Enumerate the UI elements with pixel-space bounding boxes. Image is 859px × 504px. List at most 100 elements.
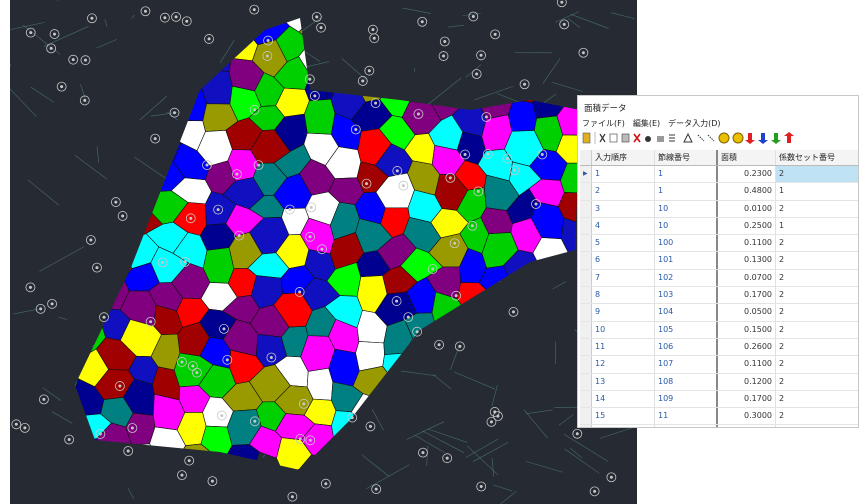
table-cell[interactable]: 10 — [655, 217, 718, 235]
table-cell[interactable]: 2 — [776, 287, 858, 303]
table-cell[interactable]: 1 — [776, 218, 858, 234]
table-cell[interactable]: 0.2600 — [718, 338, 776, 356]
table-cell[interactable]: 8 — [592, 287, 655, 304]
table-cell[interactable]: 16 — [592, 425, 655, 427]
menu-item[interactable]: ファイル(F) — [582, 119, 625, 128]
table-cell[interactable]: 0.0700 — [718, 269, 776, 287]
table-cell[interactable]: 108 — [655, 373, 718, 390]
table-row[interactable]: 13 108 0.1200 2 — [580, 373, 858, 391]
tool-icon[interactable] — [621, 133, 630, 143]
table-cell[interactable]: 0.1500 — [718, 321, 776, 338]
table-cell[interactable]: 3 — [592, 200, 655, 217]
table-cell[interactable]: 100 — [655, 235, 718, 252]
table-cell[interactable]: 5 — [592, 235, 655, 252]
table-cell[interactable]: 12 — [592, 356, 655, 373]
table-cell[interactable]: 0.0500 — [718, 304, 776, 321]
table-cell[interactable]: 110 — [655, 425, 718, 427]
column-header[interactable]: 係数セット番号 — [776, 150, 858, 165]
table-cell[interactable]: 103 — [655, 287, 718, 304]
table-cell[interactable]: 0.3000 — [718, 408, 776, 425]
column-header[interactable]: 面積 — [718, 150, 776, 165]
table-cell[interactable]: 11 — [592, 338, 655, 356]
table-cell[interactable]: 1 — [655, 166, 718, 183]
tool-icon[interactable] — [697, 134, 715, 142]
table-cell[interactable]: 9 — [592, 304, 655, 321]
tool-icon[interactable] — [669, 134, 675, 142]
table-cell[interactable]: 15 — [592, 408, 655, 425]
table-row[interactable]: 12 107 0.1100 2 — [580, 356, 858, 374]
table-cell[interactable]: 2 — [776, 166, 858, 183]
column-header[interactable]: 入力順序 — [592, 150, 655, 165]
table-cell[interactable]: 0.2500 — [718, 217, 776, 235]
table-cell[interactable]: 2 — [776, 235, 858, 251]
table-row[interactable]: ▶ 1 1 0.2300 2 — [580, 166, 858, 184]
tool-icon[interactable] — [609, 133, 618, 143]
table-cell[interactable]: 14 — [592, 390, 655, 408]
table-cell[interactable]: 2 — [776, 408, 858, 424]
table-row[interactable]: 7 102 0.0700 2 — [580, 269, 858, 288]
table-row[interactable]: 4 10 0.2500 1 — [580, 217, 858, 236]
table-cell[interactable]: 102 — [655, 269, 718, 287]
table-cell[interactable]: 1 — [592, 166, 655, 183]
tool-icon[interactable] — [582, 132, 591, 144]
table-cell[interactable]: 0.1200 — [718, 373, 776, 390]
table-cell[interactable]: 7 — [592, 269, 655, 287]
table-cell[interactable]: 10 — [592, 321, 655, 338]
table-cell[interactable]: 1 — [655, 183, 718, 200]
tool-icon[interactable] — [683, 132, 693, 143]
table-cell[interactable]: 2 — [776, 252, 858, 268]
table-cell[interactable]: 2 — [592, 183, 655, 200]
table-cell[interactable]: 0.1700 — [718, 287, 776, 304]
table-cell[interactable]: 0.2300 — [718, 166, 776, 183]
table-cell[interactable]: 13 — [592, 373, 655, 390]
tool-icon[interactable] — [771, 133, 781, 144]
table-row[interactable]: 2 1 0.4800 1 — [580, 183, 858, 201]
table-cell[interactable]: 2 — [776, 322, 858, 338]
table-cell[interactable]: 2 — [776, 270, 858, 286]
tool-icon[interactable] — [657, 136, 664, 142]
table-cell[interactable]: 6 — [592, 252, 655, 269]
table-cell[interactable]: 2 — [776, 356, 858, 372]
tool-icon[interactable] — [784, 132, 794, 143]
table-cell[interactable]: 2 — [776, 374, 858, 390]
menu-item[interactable]: データ入力(D) — [668, 119, 721, 128]
table-row[interactable]: 15 11 0.3000 2 — [580, 408, 858, 426]
tool-icon[interactable] — [745, 133, 755, 144]
table-row[interactable]: 9 104 0.0500 2 — [580, 304, 858, 322]
tool-icon[interactable] — [718, 132, 730, 144]
table-row[interactable]: 10 105 0.1500 2 — [580, 321, 858, 339]
table-cell[interactable]: 0.1100 — [718, 235, 776, 252]
table-cell[interactable]: 0.1100 — [718, 356, 776, 373]
tool-icon[interactable] — [633, 133, 641, 143]
table-row[interactable]: 14 109 0.1700 2 — [580, 390, 858, 409]
tool-icon[interactable] — [599, 133, 606, 143]
table-cell[interactable]: 2 — [776, 339, 858, 355]
table-row[interactable]: 6 101 0.1300 2 — [580, 252, 858, 270]
table-cell[interactable]: 11 — [655, 408, 718, 425]
table-cell[interactable]: 2 — [776, 425, 858, 427]
table-cell[interactable]: 1 — [776, 183, 858, 199]
table-cell[interactable]: 105 — [655, 321, 718, 338]
table-cell[interactable]: 2 — [776, 304, 858, 320]
table-cell[interactable]: 104 — [655, 304, 718, 321]
tool-icon[interactable] — [732, 132, 744, 144]
table-cell[interactable]: 0.1700 — [718, 390, 776, 408]
table-row[interactable]: 5 100 0.1100 2 — [580, 235, 858, 253]
table-cell[interactable]: 107 — [655, 356, 718, 373]
tool-icon[interactable] — [645, 136, 651, 142]
table-cell[interactable]: 2 — [776, 201, 858, 217]
column-header[interactable]: 節線番号 — [655, 150, 718, 165]
table-cell[interactable]: 101 — [655, 252, 718, 269]
table-row[interactable]: 11 106 0.2600 2 — [580, 338, 858, 357]
table-cell[interactable]: 0.4800 — [718, 183, 776, 200]
table-cell[interactable]: 109 — [655, 390, 718, 408]
table-cell[interactable]: 4 — [592, 217, 655, 235]
table-cell[interactable]: 2 — [776, 391, 858, 407]
table-cell[interactable]: 0.1300 — [718, 252, 776, 269]
table-cell[interactable]: 106 — [655, 338, 718, 356]
table-row[interactable]: 161100.10002 — [580, 425, 858, 427]
table-row[interactable]: 8 103 0.1700 2 — [580, 287, 858, 305]
menu-item[interactable]: 編集(E) — [632, 119, 661, 128]
tool-icon[interactable] — [758, 133, 768, 144]
